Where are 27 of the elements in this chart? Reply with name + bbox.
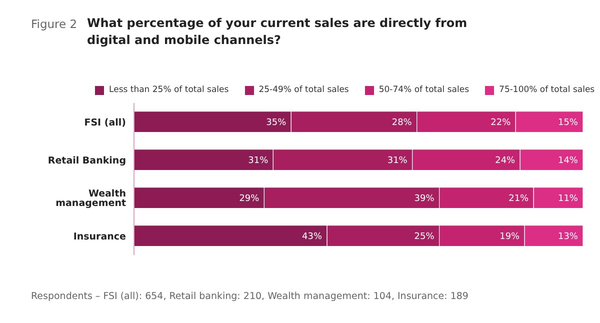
caption: Figure 2 xyxy=(31,17,78,31)
data-label: 35% xyxy=(266,118,287,128)
data-label: 39% xyxy=(414,194,435,204)
data-label: 15% xyxy=(558,118,578,128)
legend-label: 75-100% of total sales xyxy=(498,85,595,95)
data-label: 31% xyxy=(387,156,408,166)
data-label: 31% xyxy=(248,156,269,166)
y-tick-label: FSI (all) xyxy=(84,117,126,128)
y-tick-label: Retail Banking xyxy=(48,155,126,166)
data-label: 14% xyxy=(558,156,578,166)
chart-title: What percentage of your current sales are directly from digital and mobile channels? xyxy=(87,15,468,49)
data-label: 28% xyxy=(392,118,412,128)
data-label: 25% xyxy=(414,232,435,242)
y-tick-label: Wealth management xyxy=(56,188,126,210)
data-label: 11% xyxy=(558,194,578,204)
data-label: 19% xyxy=(500,232,520,242)
data-label: 22% xyxy=(490,118,512,128)
y-tick-label: Insurance xyxy=(73,231,126,242)
legend-label: 25-49% of total sales xyxy=(258,85,349,95)
legend-label: 50-74% of total sales xyxy=(378,85,470,95)
data-label: 43% xyxy=(302,232,323,242)
data-label: 21% xyxy=(508,194,530,204)
data-label: 13% xyxy=(558,232,578,242)
data-label: 24% xyxy=(495,156,516,166)
data-label: 29% xyxy=(239,194,260,204)
text: Respondents – FSI (all): 654, Retail banking: 210, Wealth management: 104, Insurance: 189 xyxy=(31,291,468,302)
legend-label: Less than 25% of total sales xyxy=(108,85,229,95)
